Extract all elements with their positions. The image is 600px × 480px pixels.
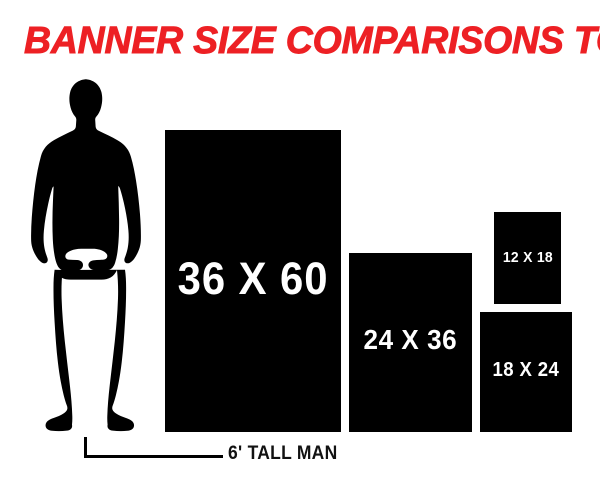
banner-label-12x18: 12 X 18 — [502, 249, 553, 266]
banner-block-12x18: 12 X 18 — [494, 212, 561, 304]
scale-caption: 6' TALL MAN — [228, 443, 338, 464]
standing-man-silhouette — [30, 78, 144, 434]
scale-bracket-line — [84, 455, 223, 458]
banner-label-18x24: 18 X 24 — [492, 359, 560, 381]
page-title: BANNER SIZE COMPARISONS TO SCALE — [24, 20, 600, 63]
banner-block-36x60: 36 X 60 — [165, 130, 341, 432]
banner-label-36x60: 36 X 60 — [177, 253, 329, 304]
scale-bracket-tick — [84, 437, 87, 458]
banner-label-24x36: 24 X 36 — [363, 324, 458, 355]
banner-block-24x36: 24 X 36 — [349, 253, 472, 432]
banner-block-18x24: 18 X 24 — [480, 312, 572, 432]
